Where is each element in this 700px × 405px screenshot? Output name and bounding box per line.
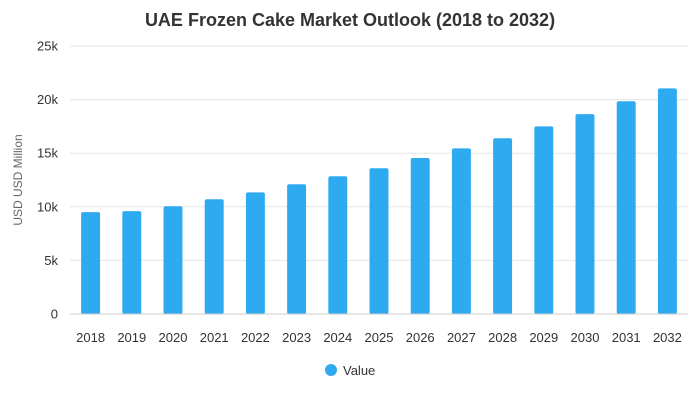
bar-2029[interactable] xyxy=(534,126,554,315)
chart-title: UAE Frozen Cake Market Outlook (2018 to … xyxy=(145,10,555,30)
x-tick-label: 2023 xyxy=(282,330,311,345)
bars xyxy=(81,88,677,315)
bar-2032[interactable] xyxy=(657,88,677,315)
x-tick-label: 2028 xyxy=(488,330,517,345)
legend[interactable]: Value xyxy=(325,363,375,378)
bar-2022[interactable] xyxy=(245,192,265,314)
bar-2018[interactable] xyxy=(81,212,101,314)
bar-2027[interactable] xyxy=(451,148,471,314)
y-tick-label: 10k xyxy=(37,199,58,214)
x-tick-label: 2031 xyxy=(612,330,641,345)
bar-2028[interactable] xyxy=(493,138,513,314)
x-tick-label: 2020 xyxy=(159,330,188,345)
bar-2026[interactable] xyxy=(410,158,430,314)
bar-2023[interactable] xyxy=(287,184,307,314)
x-tick-label: 2025 xyxy=(365,330,394,345)
x-tick-label: 2026 xyxy=(406,330,435,345)
bar-2024[interactable] xyxy=(328,176,348,314)
x-tick-label: 2019 xyxy=(117,330,146,345)
legend-marker xyxy=(325,364,337,376)
bar-2031[interactable] xyxy=(616,101,636,314)
x-tick-label: 2021 xyxy=(200,330,229,345)
bar-2025[interactable] xyxy=(369,168,389,314)
x-tick-label: 2029 xyxy=(529,330,558,345)
y-tick-label: 15k xyxy=(37,146,58,161)
y-axis-label: USD USD Million xyxy=(11,134,25,225)
x-tick-label: 2024 xyxy=(323,330,352,345)
x-tick-label: 2030 xyxy=(571,330,600,345)
x-tick-label: 2022 xyxy=(241,330,270,345)
x-tick-label: 2018 xyxy=(76,330,105,345)
y-tick-label: 25k xyxy=(37,39,58,54)
y-axis-ticks: 0 5k 10k 15k 20k 25k xyxy=(37,39,58,322)
y-tick-label: 0 xyxy=(51,307,58,322)
bar-2019[interactable] xyxy=(122,211,142,314)
x-tick-label: 2032 xyxy=(653,330,682,345)
legend-label: Value xyxy=(343,363,375,378)
bar-2020[interactable] xyxy=(163,206,183,314)
y-tick-label: 5k xyxy=(44,253,58,268)
bar-2021[interactable] xyxy=(204,199,224,314)
x-axis-ticks: 2018 2019 2020 2021 2022 2023 2024 2025 2026 2027… xyxy=(76,330,682,345)
x-tick-label: 2027 xyxy=(447,330,476,345)
y-tick-label: 20k xyxy=(37,92,58,107)
bar-2030[interactable] xyxy=(575,114,595,315)
